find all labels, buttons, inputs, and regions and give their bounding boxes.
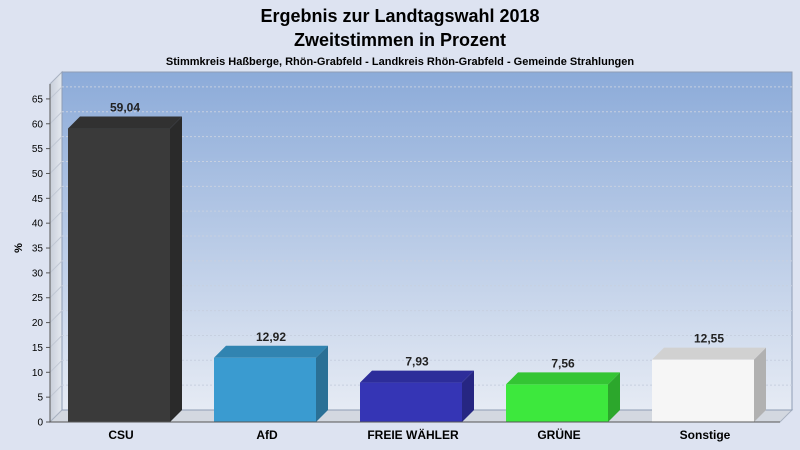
gridline-wall xyxy=(49,235,63,249)
bar-front xyxy=(68,128,170,422)
y-tick-label: 65 xyxy=(32,94,44,105)
x-tick-label: AfD xyxy=(256,428,278,442)
y-tick-label: 50 xyxy=(32,169,44,180)
bars: 59,04 12,92 7,93 7,56 12,55 xyxy=(68,101,766,422)
gridline-wall xyxy=(49,210,63,224)
gridline-wall xyxy=(49,310,63,323)
value-label: 7,56 xyxy=(551,356,575,370)
value-label: 59,04 xyxy=(110,101,140,115)
gridline-wall xyxy=(49,86,63,100)
value-label: 12,55 xyxy=(694,332,724,346)
bar-top xyxy=(652,347,766,360)
chart-title: Ergebnis zur Landtagswahl 2018 xyxy=(260,6,539,26)
bar-side xyxy=(316,345,328,422)
value-label: 7,93 xyxy=(405,355,429,369)
y-tick-label: 20 xyxy=(32,318,44,329)
y-tick-label: 55 xyxy=(32,144,44,155)
bar-csu: 59,04 xyxy=(68,101,182,422)
bar-front xyxy=(214,357,316,422)
plot-left-wall xyxy=(49,70,63,424)
x-axis: CSU AfD FREIE WÄHLER GRÜNE Sonstige xyxy=(108,427,730,442)
chart-subtitle: Stimmkreis Haßberge, Rhön-Grabfeld - Lan… xyxy=(166,56,634,68)
gridline-wall xyxy=(49,335,63,348)
x-tick-label: GRÜNE xyxy=(537,427,580,442)
bar-side xyxy=(608,372,620,422)
bar-top xyxy=(68,116,182,129)
y-tick-label: 0 xyxy=(37,418,43,429)
gridlines xyxy=(49,86,792,398)
bar-side xyxy=(462,370,474,422)
bar-side xyxy=(754,347,766,422)
chart-title-line2: Zweitstimmen in Prozent xyxy=(294,30,506,50)
bar-front xyxy=(506,384,608,422)
y-axis-label: % xyxy=(13,243,25,253)
y-tick-label: 10 xyxy=(32,368,44,379)
gridline-wall xyxy=(49,359,63,373)
value-label: 12,92 xyxy=(256,330,286,344)
gridline-wall xyxy=(49,185,63,199)
bar-sonstige: 12,55 xyxy=(652,332,766,422)
x-tick-label: FREIE WÄHLER xyxy=(367,427,459,442)
y-tick-label: 15 xyxy=(32,343,44,354)
gridline-wall xyxy=(49,285,63,299)
bar-side xyxy=(170,116,182,422)
bar-top xyxy=(506,372,620,385)
y-tick-label: 60 xyxy=(32,119,44,130)
x-tick-label: Sonstige xyxy=(680,428,731,442)
gridline-wall xyxy=(49,384,63,398)
gridline-wall xyxy=(49,161,63,174)
bar-gr-ne: 7,56 xyxy=(506,356,620,422)
bar-top xyxy=(360,370,474,383)
y-axis: 0 5 10 15 20 25 30 35 40 45 50 55 60 65 xyxy=(32,94,50,429)
y-tick-label: 30 xyxy=(32,268,44,279)
y-tick-label: 40 xyxy=(32,219,44,230)
x-tick-label: CSU xyxy=(108,428,133,442)
y-tick-label: 25 xyxy=(32,293,44,304)
bar-front xyxy=(360,382,462,422)
y-tick-label: 35 xyxy=(32,244,44,255)
bar-front xyxy=(652,359,754,422)
gridline-wall xyxy=(49,260,63,274)
y-tick-label: 45 xyxy=(32,194,44,205)
bar-top xyxy=(214,345,328,358)
gridline-wall xyxy=(49,111,63,125)
bar-afd: 12,92 xyxy=(214,330,328,422)
y-tick-label: 5 xyxy=(37,393,43,404)
bar-freie-w-hler: 7,93 xyxy=(360,355,474,422)
gridline-wall xyxy=(49,136,63,149)
